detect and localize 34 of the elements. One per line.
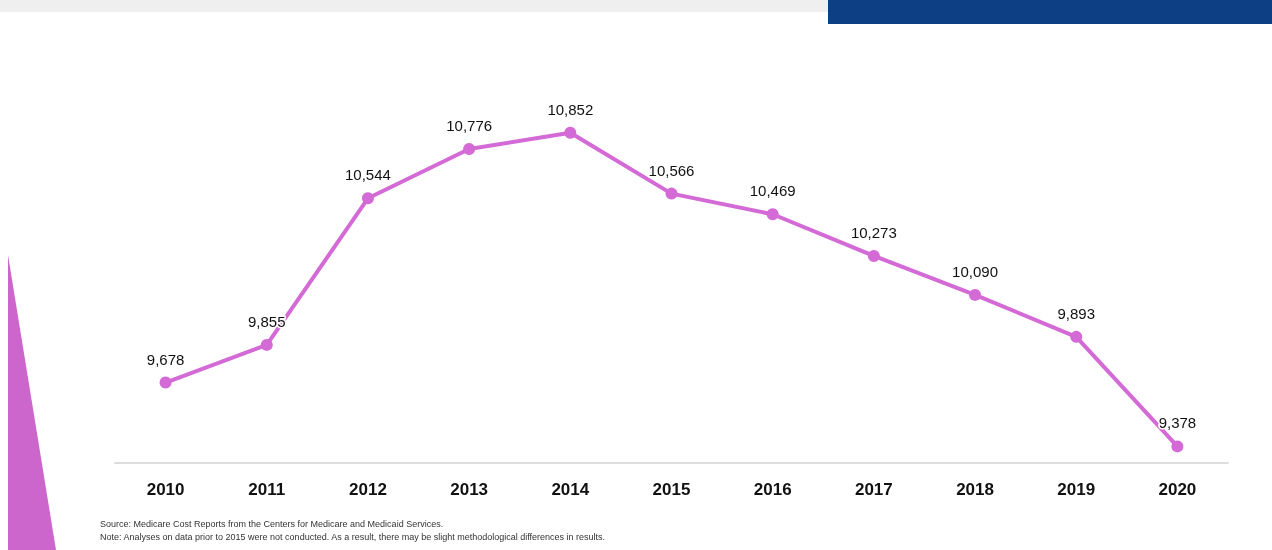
- point: [564, 126, 577, 139]
- point: [463, 142, 476, 155]
- data-label: 10,566: [648, 161, 695, 179]
- point: [1171, 440, 1184, 453]
- data-label: 10,852: [547, 100, 594, 118]
- x-tick-label: 2020: [1158, 480, 1197, 499]
- data-label: 10,776: [446, 116, 493, 134]
- x-tick-label: 2019: [1057, 480, 1096, 499]
- x-tick-label: 2018: [956, 480, 994, 499]
- x-tick-label: 2014: [551, 480, 590, 499]
- point: [159, 376, 172, 389]
- data-label: 10,090: [952, 262, 998, 280]
- point: [665, 187, 678, 200]
- point: [260, 338, 273, 351]
- data-label: 10,544: [345, 166, 391, 184]
- x-tick-label: 2015: [652, 480, 691, 499]
- text: Note: Analyses on data prior to 2015 were not conducted. As a result, there may be slight methodological differences in results.: [100, 531, 606, 544]
- data-label: 10,273: [850, 223, 897, 241]
- point: [969, 288, 982, 301]
- point: [1070, 330, 1083, 343]
- point: [867, 249, 880, 262]
- data-label: 9,378: [1158, 414, 1197, 432]
- data-label: 9,678: [146, 350, 185, 368]
- x-tick-label: 2011: [248, 480, 286, 499]
- point: [766, 208, 779, 221]
- x-tick-label: 2017: [854, 480, 893, 499]
- x-tick-label: 2010: [146, 480, 185, 499]
- data-label: 9,893: [1057, 304, 1095, 322]
- source-note: Source: Medicare Cost Reports from the Centers for Medicare and Medicaid Services.: [100, 518, 445, 531]
- x-tick-label: 2013: [450, 480, 489, 499]
- x-tick-label: 2016: [753, 480, 792, 499]
- data-label: 10,469: [749, 182, 796, 200]
- point: [361, 192, 374, 205]
- x-tick-label: 2012: [349, 480, 387, 499]
